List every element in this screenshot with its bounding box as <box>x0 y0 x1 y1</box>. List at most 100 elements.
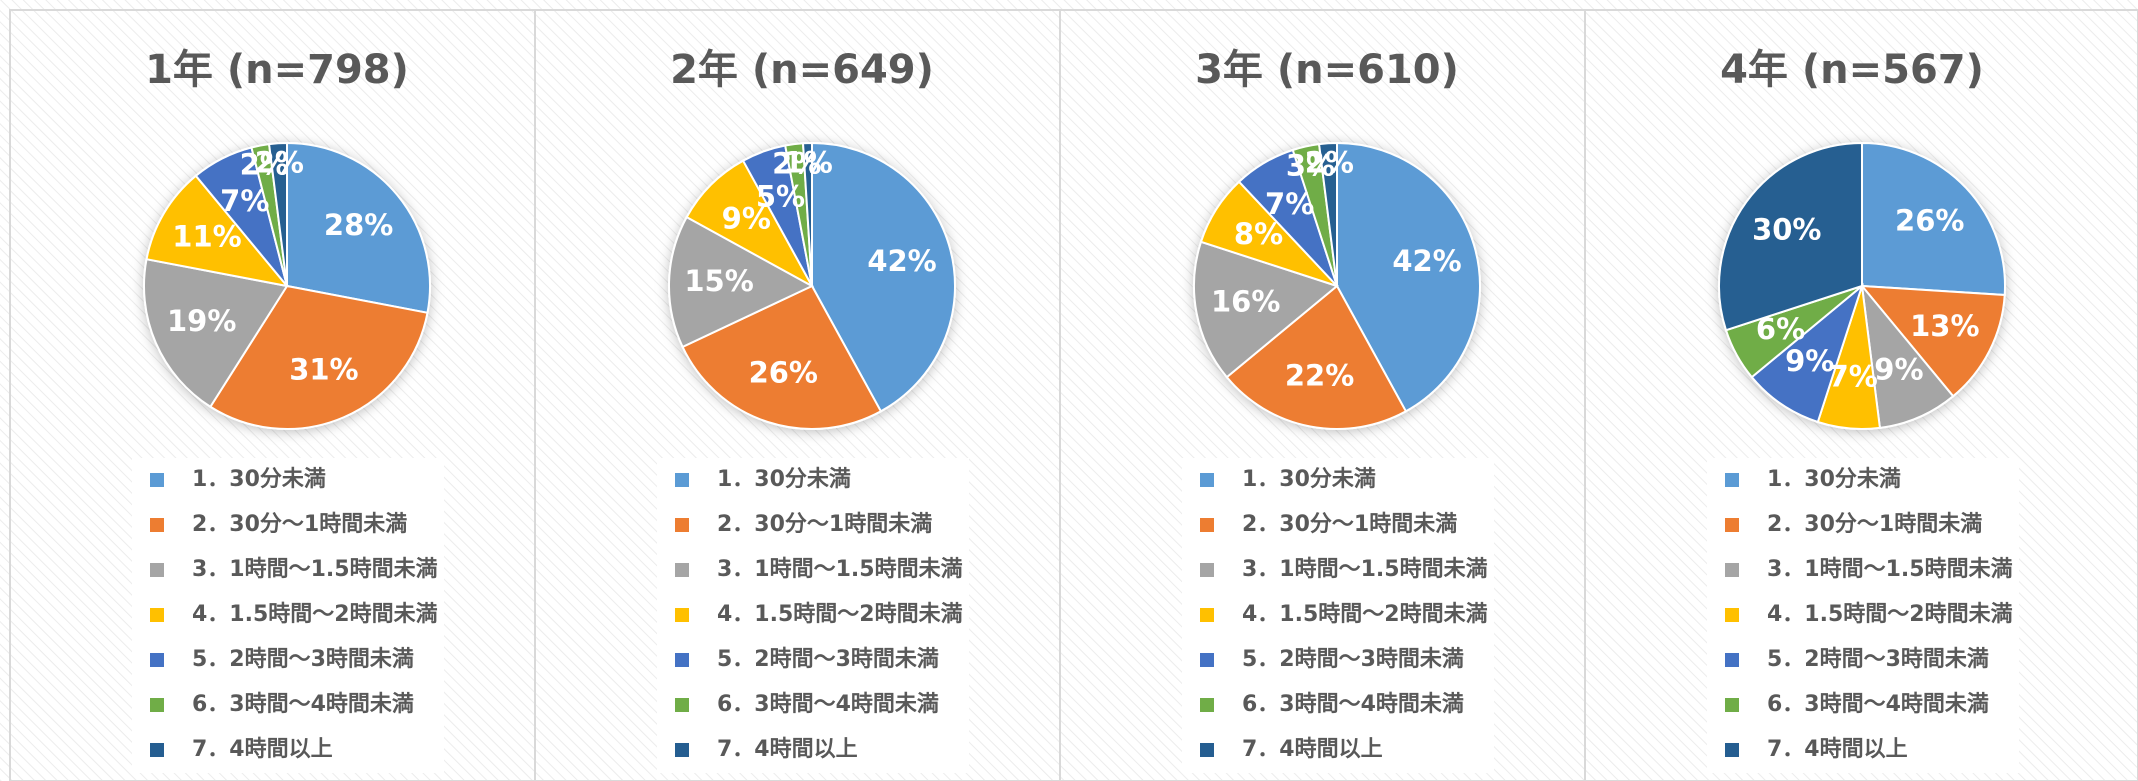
legend-label: 2．30分～1時間未満 <box>1242 511 1457 537</box>
pie-slice <box>668 215 815 349</box>
legend-swatch <box>1200 698 1214 712</box>
pie <box>668 141 956 430</box>
legend-swatch <box>675 698 689 712</box>
pie-slice <box>1718 141 1863 332</box>
data-label: 28% <box>324 208 393 242</box>
legend-label: 3．1時間～1.5時間未満 <box>192 556 438 582</box>
pie-slice <box>1860 282 1955 429</box>
legend-label: 4．1.5時間～2時間未満 <box>192 601 438 627</box>
legend-swatch <box>675 653 689 667</box>
chart-title: 1年 (n=798) <box>145 47 409 93</box>
legend-label: 6．3時間～4時間未満 <box>717 691 939 717</box>
legend-background <box>1182 458 1494 773</box>
data-label: 1% <box>784 146 833 180</box>
legend-label: 6．3時間～4時間未満 <box>192 691 414 717</box>
data-label: 15% <box>684 264 753 298</box>
legend-label: 2．30分～1時間未満 <box>192 511 407 537</box>
pie-slice <box>286 141 431 314</box>
data-label: 31% <box>289 352 358 386</box>
legend-label: 4．1.5時間～2時間未満 <box>1767 601 2013 627</box>
legend-label: 5．2時間～3時間未満 <box>192 646 414 672</box>
data-label: 22% <box>1285 358 1354 392</box>
frame <box>9 9 2138 781</box>
legend-swatch <box>1200 563 1214 577</box>
data-label: 2% <box>1305 146 1354 180</box>
legend-swatch <box>150 608 164 622</box>
legend-label: 2．30分～1時間未満 <box>1767 511 1982 537</box>
pie-slice <box>267 141 288 287</box>
legend-swatch <box>1200 473 1214 487</box>
legend-label: 3．1時間～1.5時間未満 <box>1242 556 1488 582</box>
legend-label: 3．1時間～1.5時間未満 <box>717 556 963 582</box>
pie-slice <box>1750 283 1865 424</box>
legend-swatch <box>150 473 164 487</box>
pie <box>1718 141 2006 430</box>
pie <box>1193 141 1481 430</box>
data-label: 16% <box>1211 284 1280 318</box>
data-label: 2% <box>772 146 821 180</box>
legend-swatch <box>1725 473 1739 487</box>
legend-background <box>657 458 969 773</box>
legend-label: 5．2時間～3時間未満 <box>717 646 939 672</box>
legend-swatch <box>675 743 689 757</box>
pie-slice <box>1861 141 2006 297</box>
chart-title: 2年 (n=649) <box>670 47 934 93</box>
pie-slice <box>685 159 815 289</box>
legend-label: 1．30分未満 <box>717 466 851 492</box>
data-label: 30% <box>1752 212 1821 246</box>
legend-label: 4．1.5時間～2時間未満 <box>1242 601 1488 627</box>
legend-swatch <box>675 563 689 577</box>
legend-label: 6．3時間～4時間未満 <box>1767 691 1989 717</box>
legend-swatch <box>1725 518 1739 532</box>
data-label: 5% <box>756 180 805 214</box>
data-label: 6% <box>1756 312 1805 346</box>
legend-swatch <box>150 518 164 532</box>
legend-label: 7．4時間以上 <box>1767 737 1908 762</box>
data-label: 42% <box>1392 244 1461 278</box>
data-label: 8% <box>1234 217 1283 251</box>
legend-swatch <box>1725 608 1739 622</box>
legend-swatch <box>1725 563 1739 577</box>
legend-background <box>132 458 444 773</box>
legend-swatch <box>1200 518 1214 532</box>
legend-swatch <box>150 743 164 757</box>
data-label: 3% <box>1286 148 1335 182</box>
legend-background <box>1707 458 2019 773</box>
data-label: 9% <box>1785 344 1834 378</box>
pie-slice <box>681 284 883 430</box>
pie-slice <box>1317 141 1338 287</box>
pie-slice <box>1336 141 1481 413</box>
data-label: 7% <box>1265 187 1314 221</box>
legend-label: 1．30分未満 <box>192 466 326 492</box>
pie-slice <box>811 141 956 413</box>
data-label: 9% <box>722 201 771 235</box>
legend-swatch <box>150 563 164 577</box>
legend-label: 1．30分未満 <box>1242 466 1376 492</box>
data-label: 7% <box>1829 360 1878 394</box>
pie-slice <box>1193 240 1340 379</box>
data-label: 26% <box>1895 203 1964 237</box>
pie-slice <box>143 258 289 409</box>
legend-swatch <box>1200 653 1214 667</box>
legend-label: 7．4時間以上 <box>717 737 858 762</box>
data-label: 13% <box>1910 309 1979 343</box>
legend-swatch <box>1200 608 1214 622</box>
legend-label: 3．1時間～1.5時間未満 <box>1767 556 2013 582</box>
legend-swatch <box>675 518 689 532</box>
pie-slice <box>145 174 290 288</box>
pie-slice <box>1225 284 1408 430</box>
data-label: 19% <box>167 304 236 338</box>
pie <box>143 141 431 430</box>
data-label: 42% <box>867 244 936 278</box>
data-label: 7% <box>220 184 269 218</box>
legend-label: 5．2時間～3時間未満 <box>1767 646 1989 672</box>
legend-label: 5．2時間～3時間未満 <box>1242 646 1464 672</box>
data-label: 11% <box>172 220 241 254</box>
data-label: 2% <box>255 146 304 180</box>
pie-slice <box>1859 284 2006 398</box>
legend-swatch <box>675 473 689 487</box>
legend-swatch <box>675 608 689 622</box>
data-label: 2% <box>240 148 289 182</box>
legend-label: 4．1.5時間～2時間未満 <box>717 601 963 627</box>
